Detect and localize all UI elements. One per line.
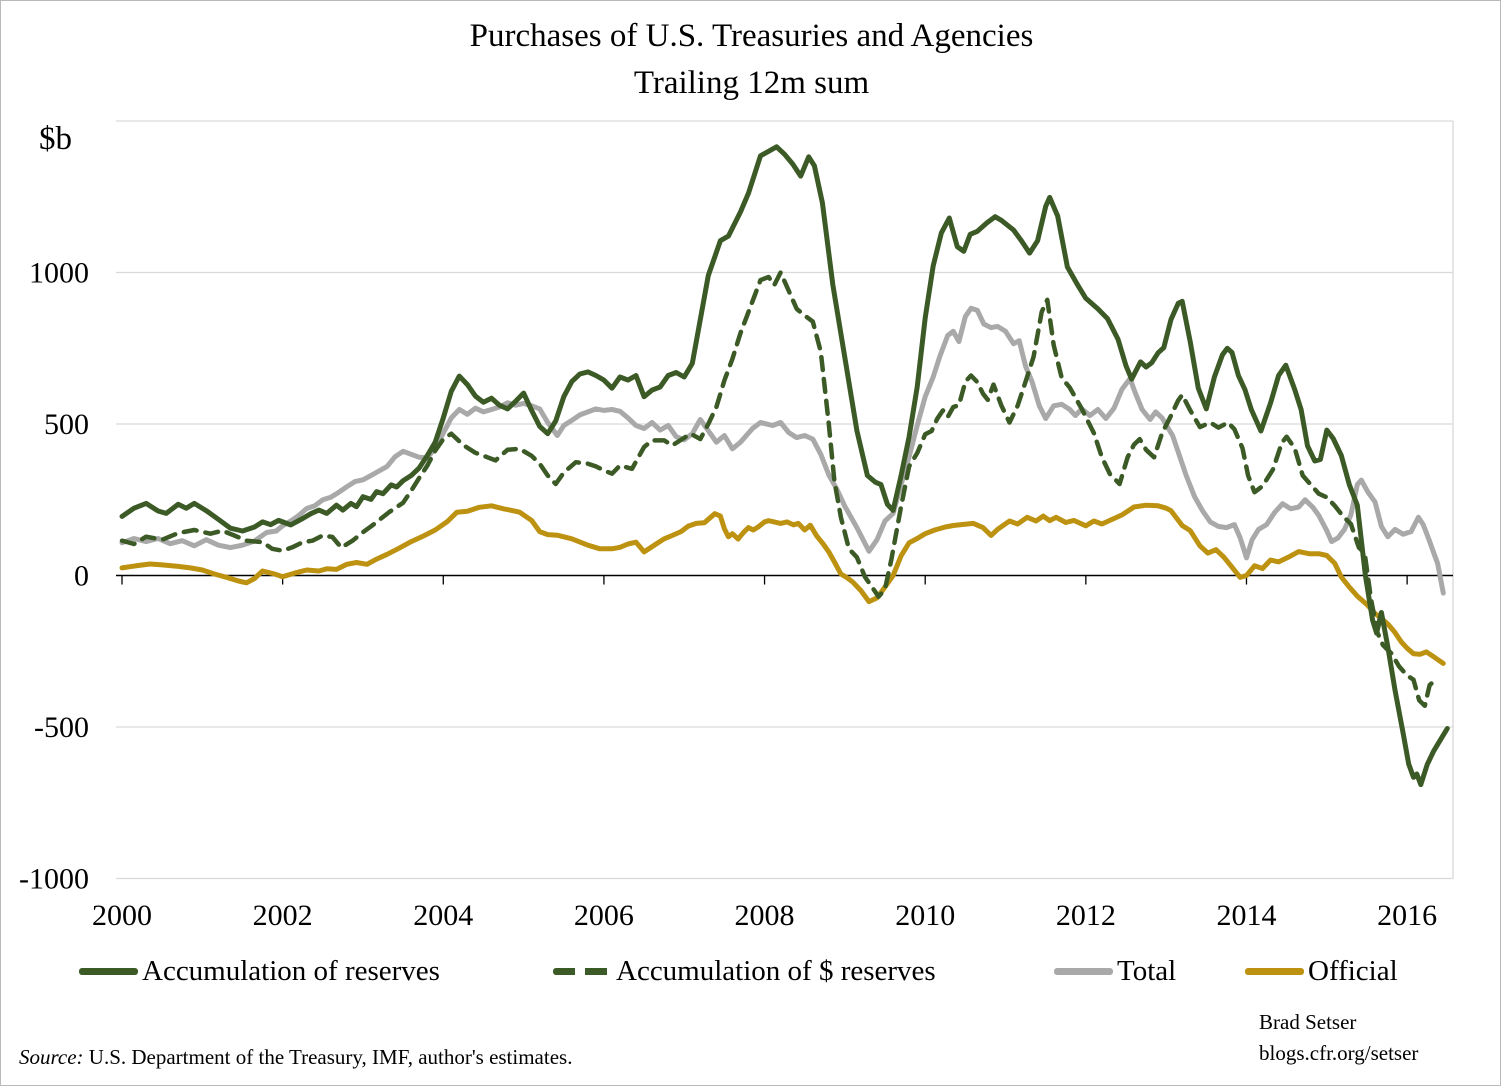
legend-label: Total (1117, 954, 1177, 987)
legend-swatch-official (1245, 967, 1304, 975)
legend-label: Accumulation of $ reserves (616, 954, 936, 987)
series-accumulation-of-reserves (119, 144, 1450, 788)
source-note: Source: U.S. Department of the Treasury,… (19, 1045, 572, 1070)
series-accumulation-of-reserves (119, 270, 1436, 709)
x-tick-label-2014: 2014 (1216, 899, 1276, 932)
x-tick-label-2016: 2016 (1377, 899, 1437, 932)
credit: Brad Setser blogs.cfr.org/setser (1259, 1007, 1418, 1069)
chart-title-line2: Trailing 12m sum (633, 65, 870, 101)
y-tick-label-1000: 1000 (29, 257, 89, 290)
x-tick-label-2012: 2012 (1056, 899, 1116, 932)
chart-title-line1: Purchases of U.S. Treasuries and Agencie… (469, 18, 1034, 54)
credit-author: Brad Setser (1259, 1010, 1357, 1034)
legend-swatch-accumulation-of-dollar-reserves (553, 967, 612, 975)
legend-label: Accumulation of reserves (142, 954, 440, 987)
legend-swatch-accumulation-of-reserves (79, 967, 138, 975)
x-tick-label-2010: 2010 (895, 899, 955, 932)
y-tick-label-500: 500 (44, 408, 89, 441)
x-tick-label-2008: 2008 (735, 899, 795, 932)
y-tick-label--500: -500 (34, 711, 89, 744)
x-tick-label-2004: 2004 (413, 899, 473, 932)
series-total (119, 305, 1446, 596)
x-tick-label-2002: 2002 (253, 899, 313, 932)
credit-url: blogs.cfr.org/setser (1259, 1041, 1419, 1065)
legend-item-total: Total (1054, 954, 1176, 988)
legend-label: Official (1308, 954, 1398, 987)
series-official (119, 502, 1446, 666)
source-prefix: Source: (19, 1045, 84, 1069)
y-tick-label--1000: -1000 (19, 863, 89, 896)
plot-area: 1000 500 0 -500 -1000 $b 2000 2002 2004 2006 2008 2… (19, 120, 1454, 932)
legend-swatch-total (1054, 967, 1113, 975)
chart-title: Purchases of U.S. Treasuries and Agencie… (1, 13, 1500, 107)
y-tick-label-0: 0 (74, 560, 89, 593)
x-tick-label-2006: 2006 (574, 899, 634, 932)
x-tick-label-2000: 2000 (92, 899, 152, 932)
legend-item-accumulation-of-dollar-reserves: Accumulation of $ reserves (553, 954, 936, 988)
source-text: U.S. Department of the Treasury, IMF, au… (83, 1045, 573, 1069)
y-axis-unit-label: $b (39, 121, 72, 157)
legend-item-official: Official (1245, 954, 1398, 988)
legend-item-accumulation-of-reserves: Accumulation of reserves (79, 954, 440, 988)
